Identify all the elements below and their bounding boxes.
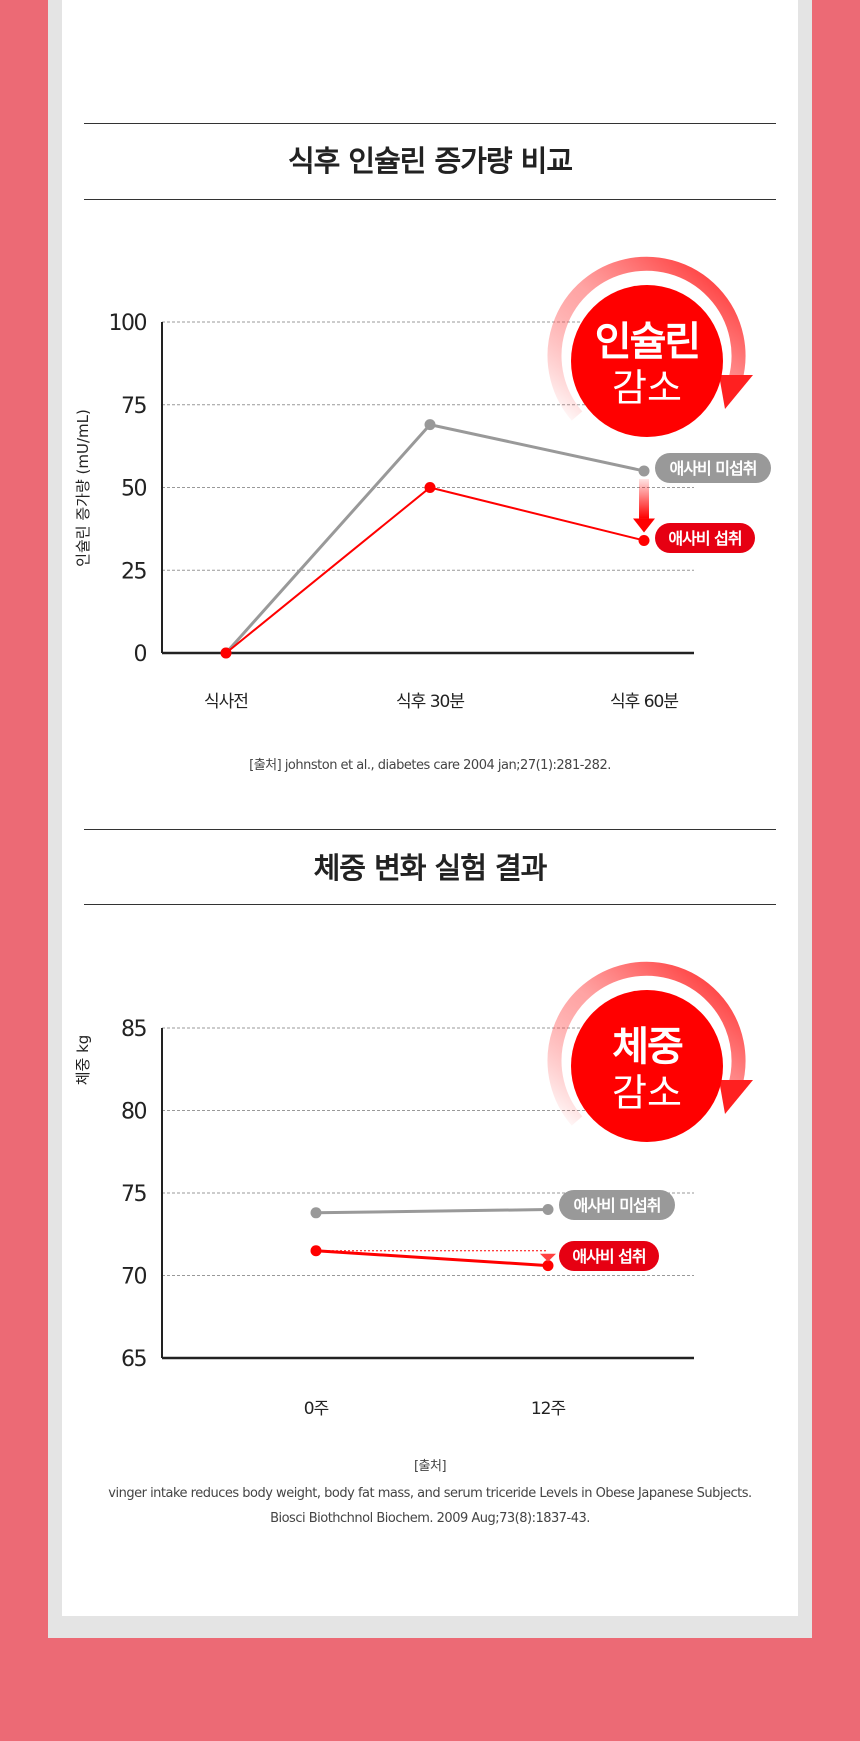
data-point [424, 482, 436, 493]
y-tick-label: 75 [121, 1182, 146, 1207]
y-tick-label: 50 [121, 477, 146, 502]
arrow-icon [719, 1080, 753, 1114]
citation: [출처] johnston et al., diabetes care 2004… [249, 758, 611, 773]
y-tick-label: 75 [121, 394, 146, 419]
citation-label: [출처] [413, 1459, 447, 1474]
legend-pill [655, 523, 755, 553]
x-tick-label: 0주 [304, 1399, 329, 1419]
data-point [638, 534, 650, 546]
citation: vinger intake reduces body weight, body … [108, 1486, 752, 1501]
divider [84, 829, 776, 830]
series-line [224, 422, 645, 654]
divider [84, 199, 776, 200]
legend-label: 애사비 미섭취 [670, 459, 757, 478]
data-point [220, 647, 232, 659]
series-line [315, 1208, 549, 1215]
badge-ring [547, 256, 746, 421]
badge-title: 인슐린 [595, 319, 699, 365]
legend-label: 애사비 섭취 [668, 529, 741, 548]
badge-circle [571, 285, 723, 437]
legend-label: 애사비 섭취 [572, 1247, 645, 1266]
series-line [315, 1249, 549, 1268]
data-point [542, 1204, 554, 1215]
down-arrow-icon [540, 1253, 556, 1262]
down-arrow-icon [639, 478, 649, 519]
data-point [638, 465, 650, 477]
y-tick-label: 80 [121, 1100, 146, 1125]
section-title: 체중 변화 실험 결과 [313, 851, 548, 885]
data-point [310, 1207, 322, 1219]
y-tick-label: 65 [121, 1347, 146, 1372]
x-tick-label: 식후 30분 [396, 692, 464, 712]
down-arrow-icon [633, 518, 655, 533]
badge-ring [547, 961, 746, 1126]
y-tick-label: 100 [109, 311, 147, 336]
badge-subtitle: 감소 [612, 366, 682, 410]
data-point [542, 1260, 554, 1272]
divider [84, 904, 776, 905]
y-tick-label: 70 [121, 1265, 146, 1290]
divider [84, 123, 776, 124]
legend-pill [559, 1241, 659, 1271]
legend-pill [655, 453, 771, 483]
citation: Biosci Biothchnol Biochem. 2009 Aug;73(8… [270, 1511, 590, 1526]
y-axis-label: 체중 kg [74, 1035, 92, 1086]
x-tick-label: 식사전 [204, 692, 248, 712]
data-point [424, 419, 436, 431]
x-tick-label: 12주 [531, 1399, 566, 1419]
badge-subtitle: 감소 [612, 1071, 682, 1115]
y-tick-label: 25 [121, 559, 146, 584]
badge-circle [571, 990, 723, 1142]
arrow-icon [719, 375, 753, 409]
y-tick-label: 85 [121, 1017, 146, 1042]
legend-label: 애사비 미섭취 [574, 1196, 661, 1215]
y-tick-label: 0 [134, 642, 147, 667]
y-axis-label: 인슐린 증가량 (mU/mL) [74, 409, 92, 567]
x-tick-label: 식후 60분 [610, 692, 678, 712]
legend-pill [559, 1190, 675, 1220]
badge-title: 체중 [612, 1024, 683, 1070]
section-title: 식후 인슐린 증가량 비교 [287, 144, 573, 178]
